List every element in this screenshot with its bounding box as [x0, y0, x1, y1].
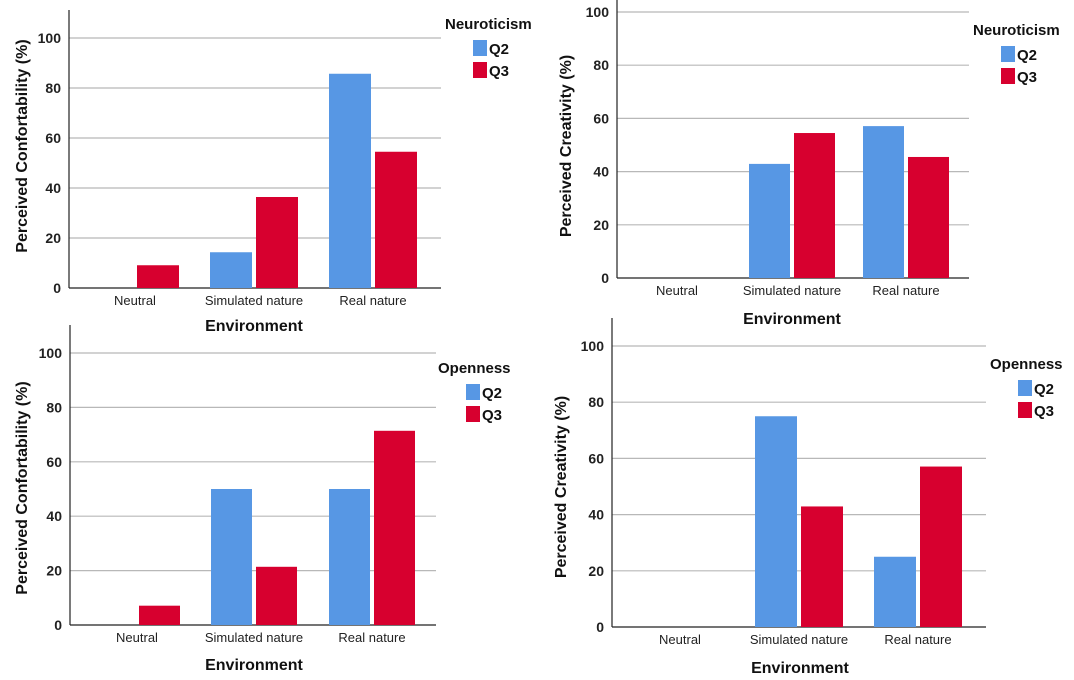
y-tick-label: 80 [46, 399, 62, 415]
y-tick-label: 0 [596, 619, 604, 635]
y-axis-title: Perceived Confortability (%) [14, 381, 31, 594]
bar-q2-real-nature [329, 73, 371, 288]
bar-q3-simulated-nature [801, 506, 843, 627]
y-axis-title: Perceived Creativity (%) [553, 396, 570, 578]
bar-q3-real-nature [908, 156, 949, 278]
bar-q3-simulated-nature [256, 197, 298, 288]
legend-label-q2: Q2 [1017, 47, 1037, 64]
x-tick-label: Neutral [659, 632, 701, 647]
legend-swatch-q3 [1001, 68, 1015, 84]
x-tick-label: Neutral [114, 293, 156, 308]
y-tick-label: 20 [45, 230, 61, 246]
y-tick-label: 40 [46, 508, 62, 524]
y-tick-label: 100 [39, 345, 63, 361]
x-axis-title: Environment [751, 660, 849, 677]
y-tick-label: 0 [601, 270, 609, 286]
x-tick-label: Simulated nature [750, 632, 848, 647]
legend-title: Openness [990, 356, 1063, 373]
y-tick-label: 0 [54, 617, 62, 633]
legend-label-q2: Q2 [482, 385, 502, 402]
legend-swatch-q3 [473, 62, 487, 78]
legend-swatch-q2 [1001, 46, 1015, 62]
chart-panel-1: 0 20 40 60 80 100 Neutral Simulated nature Real … [14, 10, 532, 335]
bar-q2-real-nature [329, 489, 370, 625]
x-tick-label: Real nature [872, 283, 939, 298]
legend-swatch-q2 [473, 40, 487, 56]
x-tick-label: Real nature [884, 632, 951, 647]
legend-title: Neuroticism [973, 22, 1060, 39]
legend: Neuroticism Q2 Q3 [445, 16, 532, 80]
legend-swatch-q2 [1018, 380, 1032, 396]
bar-q3-simulated-nature [794, 133, 835, 278]
y-tick-label: 100 [38, 30, 62, 46]
bar-q2-simulated-nature [755, 416, 797, 627]
y-tick-label: 100 [586, 4, 610, 20]
y-axis-title: Perceived Creativity (%) [558, 55, 575, 237]
y-tick-label: 60 [45, 130, 61, 146]
y-tick-label: 80 [588, 394, 604, 410]
legend-swatch-q3 [466, 406, 480, 422]
x-tick-label: Neutral [116, 630, 158, 645]
y-tick-label: 20 [588, 563, 604, 579]
legend-label-q2: Q2 [489, 41, 509, 58]
legend: Openness Q2 Q3 [438, 360, 511, 424]
y-tick-label: 40 [588, 507, 604, 523]
chart-panel-3: 0 20 40 60 80 100 Neutral Simulated nature Real … [14, 325, 511, 674]
bar-q3-real-nature [374, 430, 415, 625]
y-tick-label: 80 [593, 57, 609, 73]
chart-panel-4: 0 20 40 60 80 100 Neutral Simulated nature Real … [553, 318, 1063, 677]
y-tick-label: 100 [581, 338, 605, 354]
x-tick-label: Neutral [656, 283, 698, 298]
x-tick-label: Real nature [338, 630, 405, 645]
bar-q2-real-nature [874, 556, 916, 627]
chart-panel-2: 0 20 40 60 80 100 Neutral Simulated nature Real … [558, 0, 1060, 328]
x-axis-title: Environment [205, 657, 303, 674]
x-tick-label: Real nature [339, 293, 406, 308]
y-tick-label: 60 [46, 454, 62, 470]
bar-q3-real-nature [920, 466, 962, 627]
legend: Neuroticism Q2 Q3 [973, 22, 1060, 86]
legend-title: Openness [438, 360, 511, 377]
bar-q2-simulated-nature [211, 489, 252, 625]
bar-q3-real-nature [375, 151, 417, 288]
x-tick-label: Simulated nature [205, 630, 303, 645]
bar-q2-simulated-nature [749, 163, 790, 278]
y-tick-label: 20 [46, 563, 62, 579]
legend-label-q3: Q3 [482, 407, 502, 424]
y-tick-label: 80 [45, 80, 61, 96]
legend-label-q3: Q3 [1034, 403, 1054, 420]
legend-label-q3: Q3 [489, 63, 509, 80]
x-axis-title: Environment [205, 318, 303, 335]
y-tick-label: 0 [53, 280, 61, 296]
x-axis-title: Environment [743, 311, 841, 328]
legend: Openness Q2 Q3 [990, 356, 1063, 420]
x-tick-label: Simulated nature [205, 293, 303, 308]
legend-label-q2: Q2 [1034, 381, 1054, 398]
bar-q2-simulated-nature [210, 252, 252, 288]
legend-swatch-q3 [1018, 402, 1032, 418]
y-tick-label: 60 [588, 450, 604, 466]
bar-q3-neutral [137, 265, 179, 288]
legend-swatch-q2 [466, 384, 480, 400]
y-tick-label: 20 [593, 217, 609, 233]
legend-label-q3: Q3 [1017, 69, 1037, 86]
y-axis-title: Perceived Confortability (%) [14, 39, 31, 252]
legend-title: Neuroticism [445, 16, 532, 33]
x-tick-label: Simulated nature [743, 283, 841, 298]
bar-q2-real-nature [863, 126, 904, 278]
y-tick-label: 40 [45, 180, 61, 196]
y-tick-label: 60 [593, 110, 609, 126]
y-tick-label: 40 [593, 164, 609, 180]
bar-q3-neutral [139, 605, 180, 625]
bar-q3-simulated-nature [256, 566, 297, 625]
